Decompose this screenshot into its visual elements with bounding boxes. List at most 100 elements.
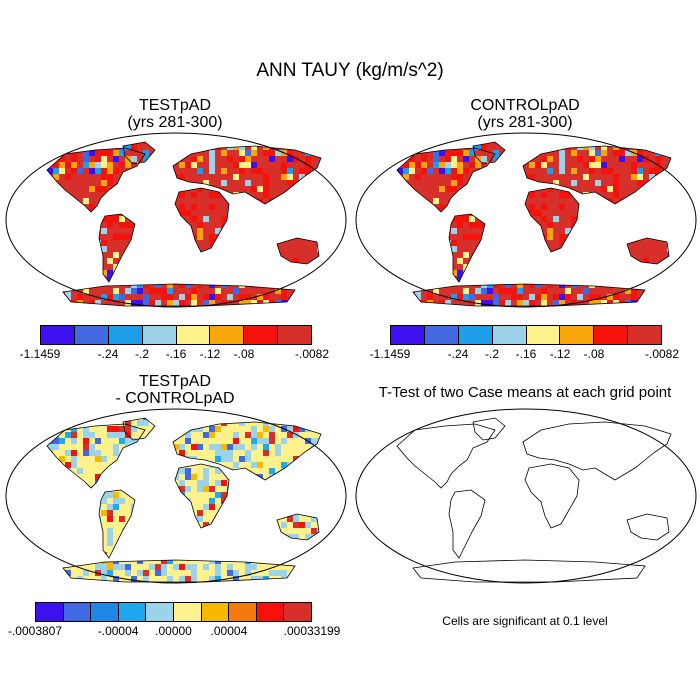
grid-cell — [445, 186, 451, 192]
grid-cell — [577, 186, 583, 192]
grid-cell — [421, 162, 427, 168]
grid-cell — [203, 486, 209, 492]
grid-cell — [361, 144, 367, 150]
grid-cell — [59, 162, 65, 168]
grid-cell — [685, 288, 691, 294]
grid-cell — [143, 288, 149, 294]
grid-cell — [185, 282, 191, 288]
grid-cell — [293, 444, 299, 450]
grid-cell — [293, 252, 299, 258]
grid-cell — [613, 192, 619, 198]
grid-cell — [361, 174, 367, 180]
grid-cell — [391, 156, 397, 162]
grid-cell — [221, 162, 227, 168]
grid-cell — [403, 162, 409, 168]
grid-cell — [631, 132, 637, 138]
grid-cell — [77, 168, 83, 174]
grid-cell — [523, 282, 529, 288]
grid-cell — [29, 282, 35, 288]
grid-cell — [655, 288, 661, 294]
grid-cell — [355, 270, 361, 276]
grid-cell — [161, 564, 167, 570]
grid-cell — [329, 138, 335, 144]
grid-cell — [59, 294, 65, 300]
grid-cell — [457, 294, 463, 300]
grid-cell — [529, 282, 535, 288]
grid-cell — [251, 180, 257, 186]
grid-cell — [29, 558, 35, 564]
grid-cell — [167, 558, 173, 564]
grid-cell — [185, 300, 191, 306]
grid-cell — [107, 450, 113, 456]
grid-cell — [293, 432, 299, 438]
grid-cell — [17, 132, 23, 138]
grid-cell — [469, 246, 475, 252]
grid-cell — [239, 132, 245, 138]
map-border — [5, 132, 347, 308]
grid-cell — [595, 144, 601, 150]
map-diff — [5, 408, 347, 584]
grid-cell — [29, 156, 35, 162]
grid-cell — [631, 252, 637, 258]
grid-cell — [17, 306, 23, 308]
grid-cell — [673, 294, 679, 300]
grid-cell — [511, 294, 517, 300]
grid-cell — [101, 546, 107, 552]
grid-cell — [101, 222, 107, 228]
grid-cell — [125, 294, 131, 300]
grid-cell — [361, 150, 367, 156]
grid-cell — [607, 142, 613, 144]
grid-cell — [215, 300, 221, 306]
grid-cell — [355, 192, 361, 198]
grid-cell — [215, 474, 221, 480]
grid-cell — [571, 162, 577, 168]
grid-cell — [275, 456, 281, 462]
grid-cell — [367, 282, 373, 288]
grid-cell — [643, 306, 649, 308]
grid-cell — [257, 186, 263, 192]
grid-cell — [469, 294, 475, 300]
grid-cell — [577, 288, 583, 294]
coastline — [46, 147, 146, 213]
grid-cell — [209, 198, 215, 204]
grid-cell — [11, 534, 17, 540]
grid-cell — [191, 558, 197, 564]
grid-cell — [643, 162, 649, 168]
grid-cell — [341, 168, 347, 174]
grid-cell — [5, 408, 11, 414]
grid-cell — [685, 168, 691, 174]
grid-cell — [293, 522, 299, 528]
grid-cell — [113, 168, 119, 174]
grid-cell — [83, 132, 89, 138]
grid-cell — [323, 144, 329, 150]
grid-cell — [113, 450, 119, 456]
grid-cell — [53, 420, 59, 426]
grid-cell — [251, 426, 257, 432]
grid-cell — [83, 444, 89, 450]
grid-cell — [299, 258, 305, 264]
grid-cell — [323, 264, 329, 270]
grid-cell — [637, 180, 643, 186]
grid-cell — [47, 444, 53, 450]
grid-cell — [263, 142, 269, 144]
grid-cell — [595, 168, 601, 174]
grid-cell — [251, 450, 257, 456]
grid-cell — [5, 264, 11, 270]
grid-cell — [281, 418, 287, 420]
grid-cell — [215, 468, 221, 474]
grid-cell — [5, 156, 11, 162]
grid-cell — [11, 420, 17, 426]
grid-cell — [83, 174, 89, 180]
grid-cell — [59, 420, 65, 426]
grid-cell — [5, 282, 11, 288]
grid-cell — [475, 240, 481, 246]
grid-cell — [583, 150, 589, 156]
grid-cell — [655, 156, 661, 162]
grid-cell — [571, 294, 577, 300]
grid-cell — [685, 144, 691, 150]
grid-cell — [251, 438, 257, 444]
grid-cell — [263, 438, 269, 444]
grid-cell — [209, 300, 215, 306]
grid-cell — [643, 300, 649, 306]
grid-cell — [373, 300, 379, 306]
